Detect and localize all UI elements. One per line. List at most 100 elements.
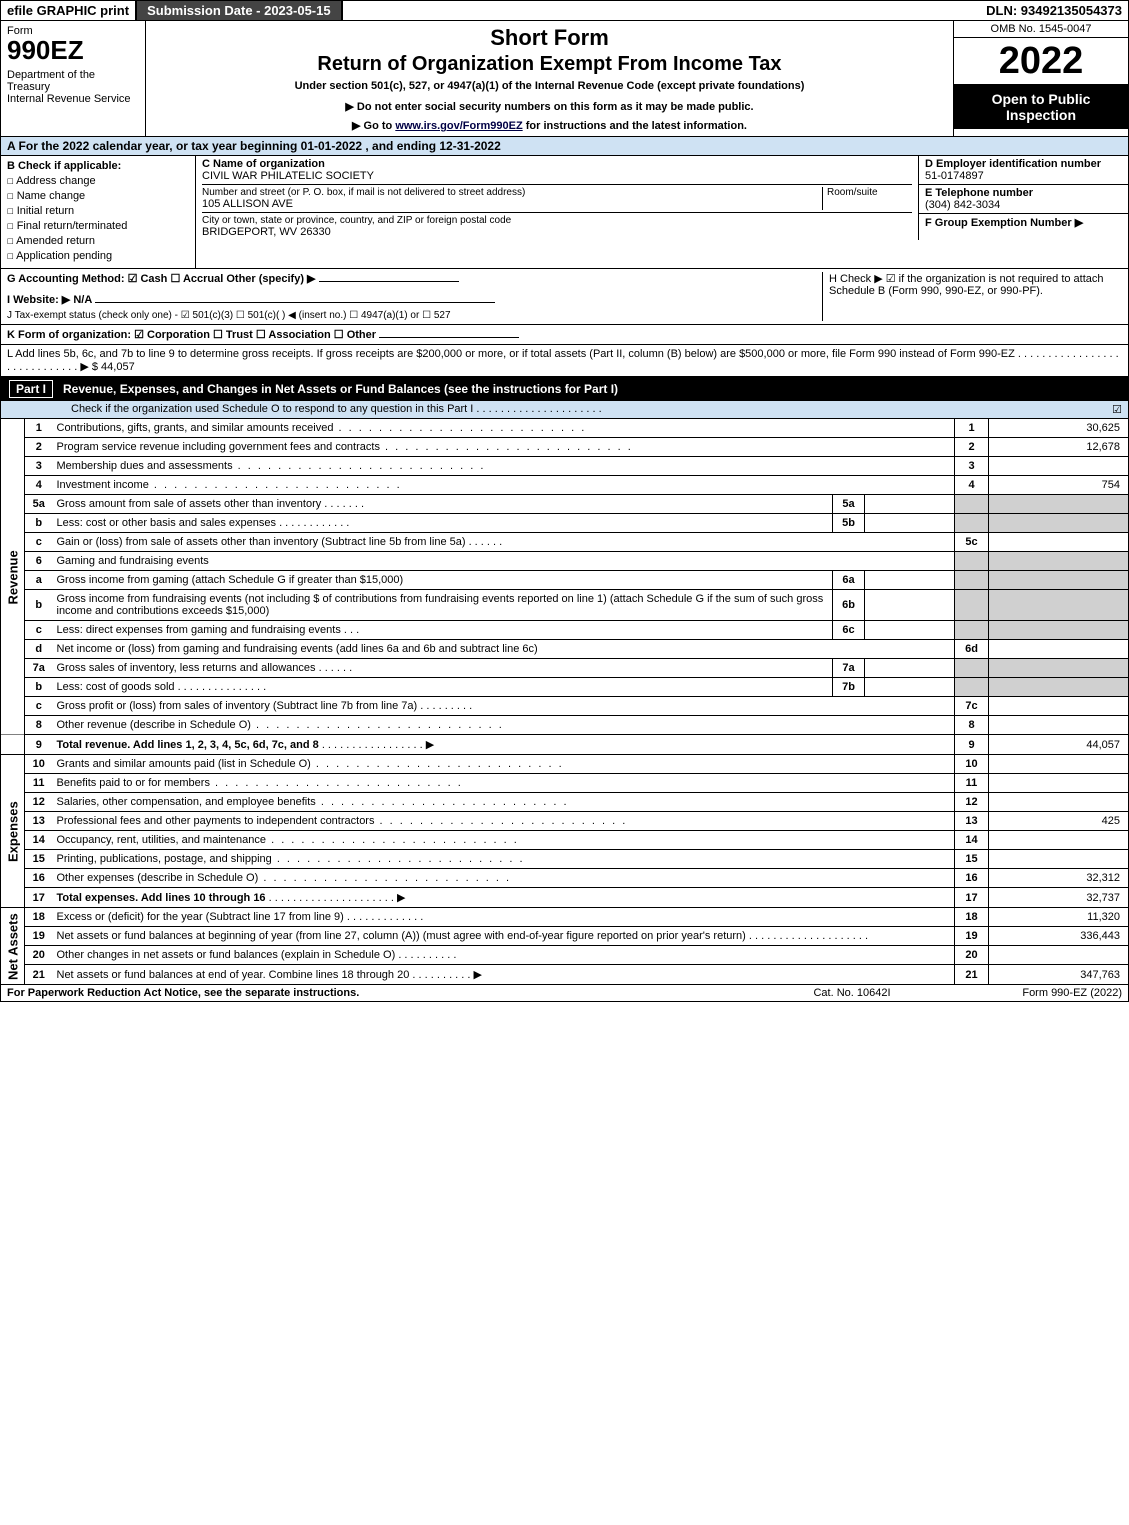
part1-table: Revenue 1 Contributions, gifts, grants, … [0, 419, 1129, 985]
l10-desc: Grants and similar amounts paid (list in… [53, 755, 955, 774]
l19-val: 336,443 [989, 927, 1129, 946]
street-address: 105 ALLISON AVE [202, 198, 822, 210]
g-text: G Accounting Method: ☑ Cash ☐ Accrual Ot… [7, 273, 316, 285]
l7b-num: b [25, 678, 53, 697]
l3-val [989, 457, 1129, 476]
l5a-val [989, 495, 1129, 514]
l6b-inlab: 6b [833, 590, 865, 621]
do-not-enter: ▶ Do not enter social security numbers o… [154, 100, 945, 113]
l4-num: 4 [25, 476, 53, 495]
l7c-desc: Gross profit or (loss) from sales of inv… [53, 697, 955, 716]
l17-val: 32,737 [989, 888, 1129, 908]
l13-desc: Professional fees and other payments to … [53, 812, 955, 831]
l18-rlab: 18 [955, 908, 989, 927]
header-center: Short Form Return of Organization Exempt… [146, 21, 953, 136]
part1-sub-check[interactable]: ☑ [1102, 403, 1122, 416]
l6c-rlab [955, 621, 989, 640]
l3-desc: Membership dues and assessments [53, 457, 955, 476]
cb-name-change[interactable]: ☐ Name change [7, 189, 189, 202]
g-accounting: G Accounting Method: ☑ Cash ☐ Accrual Ot… [7, 272, 822, 321]
l3-num: 3 [25, 457, 53, 476]
l7a-inval [865, 659, 955, 678]
l6b-val [989, 590, 1129, 621]
cdef-top: C Name of organization CIVIL WAR PHILATE… [196, 156, 1128, 240]
l7c-rlab: 7c [955, 697, 989, 716]
l11-val [989, 774, 1129, 793]
l6b-desc: Gross income from fundraising events (no… [53, 590, 833, 621]
l5a-inval [865, 495, 955, 514]
l1-val: 30,625 [989, 419, 1129, 438]
part1-header: Part I Revenue, Expenses, and Changes in… [0, 377, 1129, 401]
l2-val: 12,678 [989, 438, 1129, 457]
l1-num: 1 [25, 419, 53, 438]
l12-desc: Salaries, other compensation, and employ… [53, 793, 955, 812]
cb-application-pending[interactable]: ☐ Application pending [7, 249, 189, 262]
l5b-desc: Less: cost or other basis and sales expe… [53, 514, 833, 533]
l6-num: 6 [25, 552, 53, 571]
part1-label: Part I [9, 380, 53, 398]
l8-desc: Other revenue (describe in Schedule O) [53, 716, 955, 735]
cb-amended-return[interactable]: ☐ Amended return [7, 234, 189, 247]
l15-val [989, 850, 1129, 869]
col-cdef: C Name of organization CIVIL WAR PHILATE… [196, 156, 1128, 268]
footer-center: Cat. No. 10642I [762, 987, 942, 999]
e-label: E Telephone number [925, 187, 1122, 199]
irs-link[interactable]: www.irs.gov/Form990EZ [395, 120, 522, 132]
l1-rlab: 1 [955, 419, 989, 438]
l14-rlab: 14 [955, 831, 989, 850]
l15-desc: Printing, publications, postage, and shi… [53, 850, 955, 869]
part1-sub-text: Check if the organization used Schedule … [71, 403, 1102, 416]
room-suite-label: Room/suite [822, 187, 912, 210]
part1-sub: Check if the organization used Schedule … [0, 401, 1129, 419]
l10-num: 10 [25, 755, 53, 774]
l5b-num: b [25, 514, 53, 533]
l8-val [989, 716, 1129, 735]
l6d-desc: Net income or (loss) from gaming and fun… [53, 640, 955, 659]
cb-final-return[interactable]: ☐ Final return/terminated [7, 219, 189, 232]
l5a-desc: Gross amount from sale of assets other t… [53, 495, 833, 514]
l5c-val [989, 533, 1129, 552]
l18-desc: Excess or (deficit) for the year (Subtra… [53, 908, 955, 927]
l8-num: 8 [25, 716, 53, 735]
footer-left: For Paperwork Reduction Act Notice, see … [7, 987, 762, 999]
l16-num: 16 [25, 869, 53, 888]
l2-num: 2 [25, 438, 53, 457]
sidelabel-netassets: Net Assets [1, 908, 25, 985]
section-bcdef: B Check if applicable: ☐ Address change … [0, 156, 1129, 269]
l13-val: 425 [989, 812, 1129, 831]
l6-desc: Gaming and fundraising events [53, 552, 955, 571]
short-form-title: Short Form [154, 25, 945, 51]
l6d-rlab: 6d [955, 640, 989, 659]
page-footer: For Paperwork Reduction Act Notice, see … [0, 985, 1129, 1002]
l6c-inval [865, 621, 955, 640]
l12-val [989, 793, 1129, 812]
addr-label: Number and street (or P. O. box, if mail… [202, 187, 822, 198]
topbar-spacer [343, 1, 981, 20]
cb-address-change[interactable]: ☐ Address change [7, 174, 189, 187]
l6c-desc: Less: direct expenses from gaming and fu… [53, 621, 833, 640]
city-state-zip: BRIDGEPORT, WV 26330 [202, 226, 912, 238]
col-def: D Employer identification number 51-0174… [918, 156, 1128, 240]
l18-num: 18 [25, 908, 53, 927]
l7a-rlab [955, 659, 989, 678]
city-label: City or town, state or province, country… [202, 215, 912, 226]
cb-initial-return[interactable]: ☐ Initial return [7, 204, 189, 217]
header-right: OMB No. 1545-0047 2022 Open to Public In… [953, 21, 1128, 136]
l6d-val [989, 640, 1129, 659]
l7a-desc: Gross sales of inventory, less returns a… [53, 659, 833, 678]
goto-post: for instructions and the latest informat… [523, 120, 747, 132]
l13-num: 13 [25, 812, 53, 831]
l2-rlab: 2 [955, 438, 989, 457]
l7a-inlab: 7a [833, 659, 865, 678]
l7c-val [989, 697, 1129, 716]
col-c: C Name of organization CIVIL WAR PHILATE… [196, 156, 918, 240]
l17-num: 17 [25, 888, 53, 908]
l7a-num: 7a [25, 659, 53, 678]
efile-print-label[interactable]: efile GRAPHIC print [1, 1, 137, 20]
c-label: C Name of organization [202, 158, 325, 170]
l15-num: 15 [25, 850, 53, 869]
goto-pre: ▶ Go to [352, 120, 395, 132]
l5b-rlab [955, 514, 989, 533]
l6a-inlab: 6a [833, 571, 865, 590]
k-text: K Form of organization: ☑ Corporation ☐ … [7, 329, 376, 341]
